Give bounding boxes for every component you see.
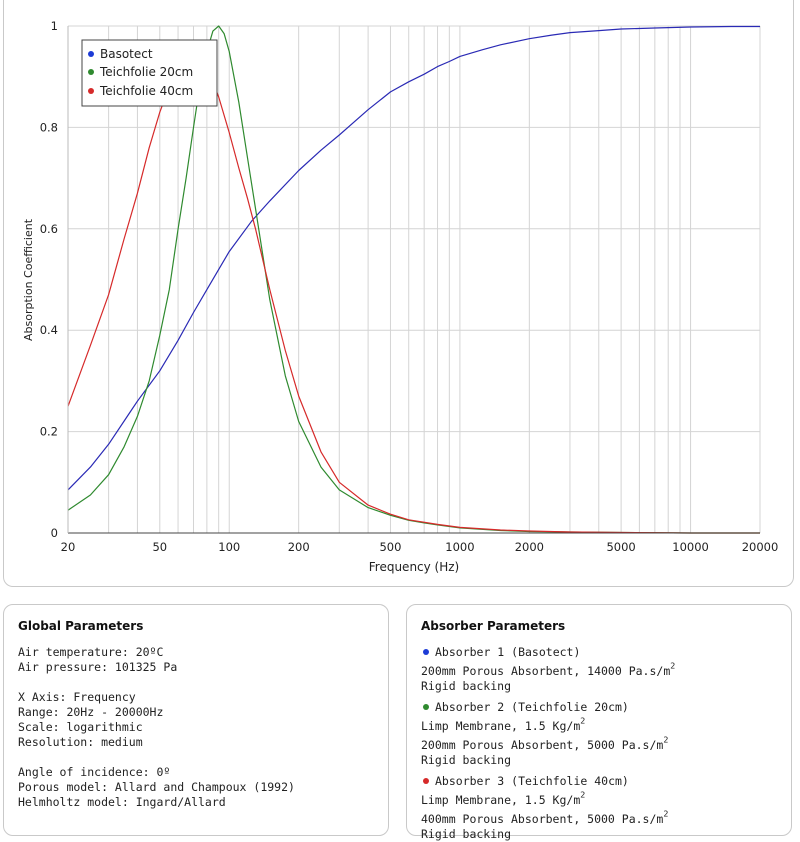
absorber-3-line1-sup: 2 <box>580 790 586 800</box>
helmholtz-model-param: Helmholtz model: Ingard/Allard <box>18 795 226 809</box>
x-tick-label: 200 <box>288 540 310 554</box>
x-tick-label: 20 <box>61 540 76 554</box>
absorber-1-line1-sup: 2 <box>670 661 676 671</box>
absorber-2-line2: 200mm Porous Absorbent, 5000 Pa.s/m <box>421 738 664 752</box>
absorber-2-line1: Limp Membrane, 1.5 Kg/m <box>421 719 581 733</box>
air-temperature: Air temperature: 20ºC <box>18 645 164 659</box>
axes: 20 50 100 200 500 1000 2000 5000 10000 20000 0 0.2 0… <box>40 19 779 554</box>
legend-marker-basotect <box>88 51 94 57</box>
absorber-3-line2: 400mm Porous Absorbent, 5000 Pa.s/m <box>421 812 664 826</box>
absorber-2-line3: Rigid backing <box>421 753 512 767</box>
legend-box <box>81 39 218 107</box>
absorber-2-line1-sup: 2 <box>580 716 586 726</box>
series-line-basotect <box>67 25 760 491</box>
plot-area <box>68 26 760 533</box>
x-tick-label: 2000 <box>515 540 544 554</box>
absorber-2-dot <box>423 704 429 710</box>
y-tick-label: 0.2 <box>40 425 58 439</box>
x-axis-param: X Axis: Frequency <box>18 690 136 704</box>
absorber-1-title: Absorber 1 (Basotect) <box>435 645 581 659</box>
absorber-3-title: Absorber 3 (Teichfolie 40cm) <box>435 774 629 788</box>
x-tick-label: 50 <box>152 540 167 554</box>
absorber-1-line2: Rigid backing <box>421 679 512 693</box>
y-tick-label: 0.6 <box>40 222 58 236</box>
absorber-parameters-title: Absorber Parameters <box>421 619 566 633</box>
y-tick-label: 0.4 <box>40 323 58 337</box>
legend-label-basotect: Basotect <box>100 47 153 61</box>
absorber-3-line1: Limp Membrane, 1.5 Kg/m <box>421 793 581 807</box>
x-tick-label: 500 <box>379 540 401 554</box>
absorber-2-line2-sup: 2 <box>663 735 669 745</box>
y-tick-label: 0.8 <box>40 120 58 134</box>
absorber-3-dot <box>423 778 429 784</box>
range-param: Range: 20Hz - 20000Hz <box>18 705 164 719</box>
air-pressure: Air pressure: 101325 Pa <box>18 660 178 674</box>
absorber-1-dot <box>423 649 429 655</box>
x-tick-label: 100 <box>218 540 240 554</box>
absorber-2: Absorber 2 (Teichfolie 20cm) Limp Membra… <box>421 700 777 768</box>
absorber-1-line1: 200mm Porous Absorbent, 14000 Pa.s/m <box>421 664 671 678</box>
legend-marker-teichfolie-20cm <box>88 69 94 75</box>
scale-param: Scale: logarithmic <box>18 720 143 734</box>
series-layer <box>67 25 760 534</box>
series-line-teichfolie-40cm <box>67 58 760 534</box>
absorber-1: Absorber 1 (Basotect) 200mm Porous Absor… <box>421 645 777 694</box>
global-parameters-title: Global Parameters <box>18 619 144 633</box>
x-tick-label: 5000 <box>606 540 635 554</box>
x-tick-label: 20000 <box>742 540 779 554</box>
x-axis-label: Frequency (Hz) <box>369 560 460 574</box>
angle-param: Angle of incidence: 0º <box>18 765 171 779</box>
x-tick-label: 10000 <box>672 540 709 554</box>
absorption-chart: 20 50 100 200 500 1000 2000 5000 10000 20000 0 0.2 0… <box>22 19 779 574</box>
absorber-parameters-panel: Absorber Parameters Absorber 1 (Basotect… <box>406 604 792 841</box>
global-parameters-panel: Global Parameters Air temperature: 20ºC … <box>3 604 389 836</box>
y-tick-label: 1 <box>51 19 58 33</box>
porous-model-param: Porous model: Allard and Champoux (1992) <box>18 780 295 794</box>
absorber-2-title: Absorber 2 (Teichfolie 20cm) <box>435 700 629 714</box>
resolution-param: Resolution: medium <box>18 735 143 749</box>
legend: Basotect Teichfolie 20cm Teichfolie 40cm <box>81 39 218 107</box>
legend-marker-teichfolie-40cm <box>88 88 94 94</box>
y-tick-label: 0 <box>51 526 58 540</box>
absorber-3: Absorber 3 (Teichfolie 40cm) Limp Membra… <box>421 774 777 842</box>
legend-label-teichfolie-40cm: Teichfolie 40cm <box>99 84 193 98</box>
absorber-3-line3: Rigid backing <box>421 827 512 841</box>
grid <box>67 25 761 534</box>
x-tick-label: 1000 <box>445 540 474 554</box>
legend-label-teichfolie-20cm: Teichfolie 20cm <box>99 65 193 79</box>
absorber-3-line2-sup: 2 <box>663 809 669 819</box>
y-axis-label: Absorption Coefficient <box>22 218 35 341</box>
